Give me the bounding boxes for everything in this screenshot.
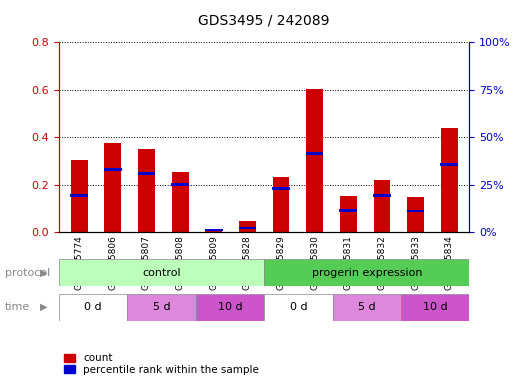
Bar [205,230,222,232]
Legend: count, percentile rank within the sample: count, percentile rank within the sample [64,353,259,375]
Bar [127,294,196,321]
Bar [104,168,122,171]
Bar [332,294,401,321]
Bar [440,163,458,166]
Bar [407,210,424,212]
Bar [138,149,155,232]
Bar [239,221,256,232]
Bar [264,294,332,321]
Text: protocol: protocol [5,268,50,278]
Bar [272,177,289,232]
Bar [441,128,458,232]
Bar [407,197,424,232]
Text: 10 d: 10 d [423,302,447,312]
Text: time: time [5,302,30,312]
Bar [71,160,88,232]
Bar [59,259,264,286]
Bar [401,294,469,321]
Text: ▶: ▶ [40,268,47,278]
Text: 5 d: 5 d [358,302,376,312]
Bar [272,187,290,190]
Text: 0 d: 0 d [289,302,307,312]
Bar [172,172,188,232]
Bar [196,294,264,321]
Bar [264,259,469,286]
Bar [239,227,256,230]
Bar [373,194,391,197]
Bar [340,209,357,212]
Text: control: control [142,268,181,278]
Text: 0 d: 0 d [84,302,102,312]
Bar [171,184,189,186]
Bar [306,89,323,232]
Bar [340,196,357,232]
Text: GDS3495 / 242089: GDS3495 / 242089 [199,13,330,27]
Bar [59,294,127,321]
Bar [306,152,324,156]
Bar [137,172,155,175]
Text: 10 d: 10 d [218,302,242,312]
Bar [70,194,88,197]
Bar [105,143,121,232]
Text: 5 d: 5 d [153,302,170,312]
Bar [205,228,223,232]
Text: ▶: ▶ [40,302,47,312]
Bar [373,180,390,232]
Text: progerin expression: progerin expression [311,268,422,278]
